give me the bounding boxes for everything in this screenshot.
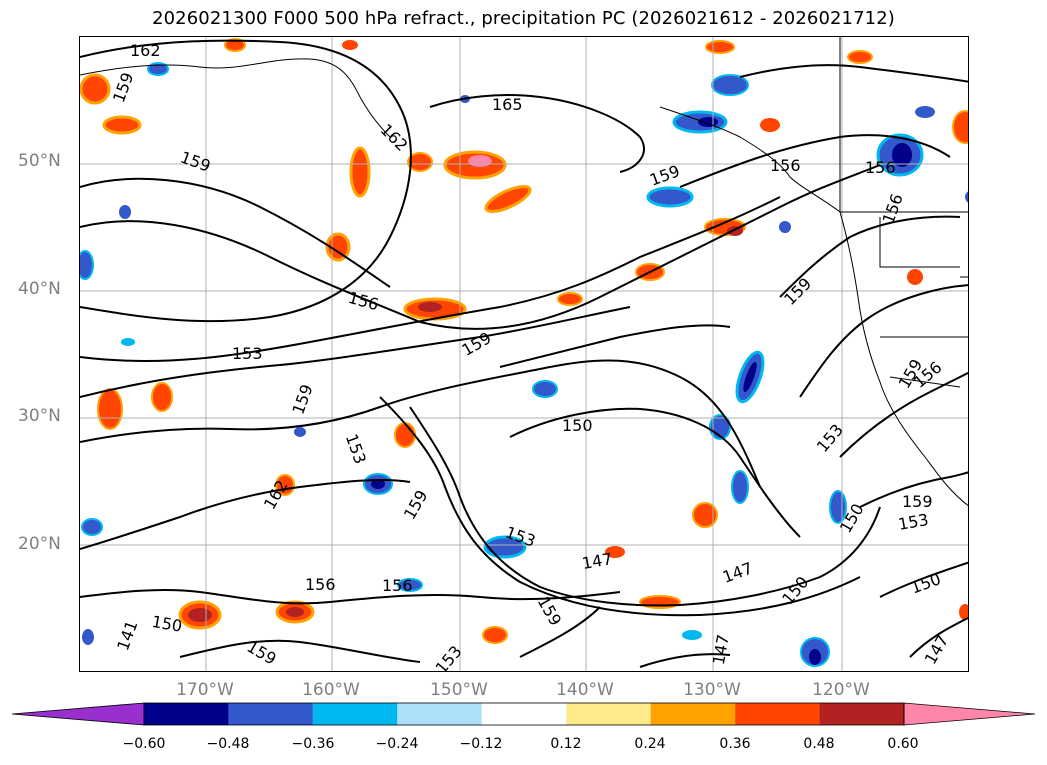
colorbar-segment [566, 703, 651, 725]
contour-label: 156 [382, 576, 413, 595]
lat-label-50n: 50°N [18, 151, 61, 171]
colorbar [0, 700, 1047, 730]
colorbar-tick: −0.36 [291, 736, 335, 752]
lon-label-140w: 140°W [556, 680, 614, 700]
contour-label: 156 [770, 156, 801, 175]
lon-label-120w: 120°W [812, 680, 870, 700]
height-contours [80, 39, 968, 668]
lat-label-20n: 20°N [18, 534, 61, 554]
colorbar-tick: 0.36 [719, 736, 751, 752]
contour-label: 159 [459, 328, 495, 360]
contour-label: 150 [778, 573, 812, 609]
coastlines [80, 37, 968, 507]
contour-label: 159 [288, 382, 316, 417]
colorbar-tick: −0.48 [206, 736, 250, 752]
colorbar-outline [143, 702, 905, 726]
colorbar-segment [650, 703, 736, 725]
contour-label: 147 [709, 633, 733, 666]
colorbar-bar [11, 702, 1036, 726]
contour-label: 150 [908, 569, 943, 597]
contour-label: 159 [647, 161, 682, 189]
colorbar-tick: −0.12 [459, 736, 503, 752]
lon-label-150w: 150°W [430, 680, 488, 700]
precipitation-shading [80, 38, 968, 667]
contour-label: 147 [720, 558, 755, 586]
contour-label: 159 [109, 70, 137, 105]
contour-label: 141 [113, 618, 141, 653]
contour-label: 156 [305, 575, 336, 594]
contour-labels: 162 159 165 162 159 159 156 156 156 153 … [109, 41, 953, 672]
lon-label-170w: 170°W [176, 680, 234, 700]
lon-label-130w: 130°W [683, 680, 741, 700]
colorbar-tick: 0.24 [634, 736, 666, 752]
colorbar-extend-left [11, 702, 145, 726]
colorbar-segment [481, 703, 567, 725]
colorbar-segment [228, 703, 313, 725]
map-gridlines [80, 37, 968, 671]
colorbar-tick: 0.48 [803, 736, 835, 752]
colorbar-segment [397, 703, 482, 725]
colorbar-tick: 0.60 [887, 736, 919, 752]
colorbar-tick: 0.12 [550, 736, 582, 752]
contour-label: 150 [562, 416, 593, 435]
map-canvas: 162 159 165 162 159 159 156 156 156 153 … [80, 37, 968, 672]
contour-label: 153 [897, 510, 930, 534]
contour-label: 159 [400, 487, 432, 523]
figure-title: 2026021300 F000 500 hPa refract., precip… [152, 8, 895, 29]
contour-label: 153 [432, 642, 466, 672]
contour-label: 153 [232, 344, 263, 363]
colorbar-tick: −0.60 [122, 736, 166, 752]
contour-label: 159 [780, 274, 815, 309]
lat-label-30n: 30°N [18, 406, 61, 426]
colorbar-segment [735, 703, 820, 725]
map-panel: 162 159 165 162 159 159 156 156 156 153 … [79, 36, 969, 672]
colorbar-segment [144, 703, 229, 725]
contour-label: 156 [346, 288, 380, 314]
contour-label: 162 [130, 41, 161, 60]
contour-label: 153 [342, 431, 370, 466]
contour-label: 156 [865, 158, 896, 177]
contour-label: 159 [902, 492, 933, 511]
lon-label-160w: 160°W [302, 680, 360, 700]
colorbar-segment [819, 703, 904, 725]
contour-label: 159 [178, 147, 213, 175]
contour-label: 147 [921, 632, 953, 668]
contour-label: 165 [492, 95, 523, 114]
contour-label: 150 [150, 612, 183, 636]
contour-label: 147 [580, 549, 613, 573]
lat-label-40n: 40°N [18, 279, 61, 299]
colorbar-segment [312, 703, 398, 725]
colorbar-extend-right [903, 702, 1036, 726]
colorbar-tick: −0.24 [375, 736, 419, 752]
